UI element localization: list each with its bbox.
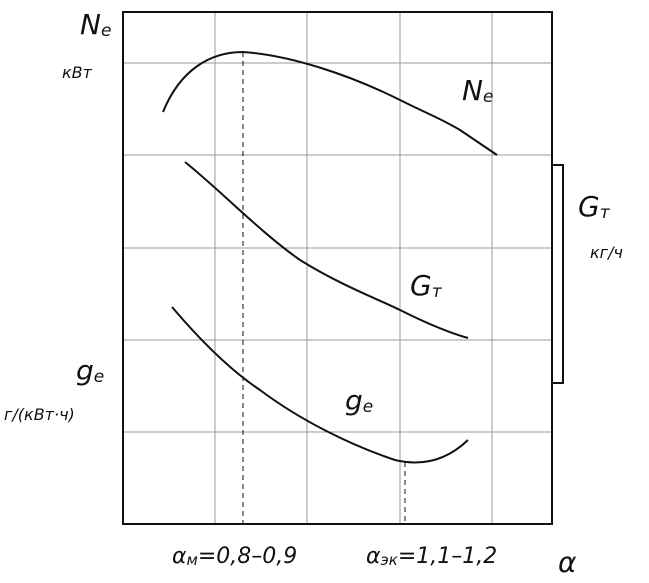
axis-label: Gт bbox=[578, 190, 611, 223]
axis-label: gе bbox=[76, 354, 104, 387]
subscript: т bbox=[432, 282, 443, 302]
axis-unit: кВт bbox=[62, 63, 93, 82]
fuel-flow-curve bbox=[184, 161, 469, 339]
curve-label: gе bbox=[345, 384, 373, 417]
marker-label: αэк=1,1–1,2 bbox=[366, 544, 497, 569]
right-axis-bracket bbox=[552, 164, 564, 384]
symbol: N bbox=[462, 74, 483, 107]
subscript: е bbox=[94, 367, 104, 387]
symbol: G bbox=[410, 269, 432, 302]
range: =0,8–0,9 bbox=[198, 544, 297, 569]
x-axis-label: α bbox=[558, 546, 577, 579]
axis-unit: г/(кВт·ч) bbox=[4, 405, 75, 424]
power-curve bbox=[162, 50, 498, 156]
subscript: эк bbox=[381, 551, 398, 569]
frame bbox=[122, 11, 553, 525]
range: =1,1–1,2 bbox=[398, 544, 497, 569]
specific-consumption-curve bbox=[171, 306, 469, 464]
curve-label: Gт bbox=[410, 269, 443, 302]
symbol: α bbox=[366, 544, 381, 569]
subscript: e bbox=[101, 21, 111, 41]
axis-label: Ne bbox=[80, 8, 111, 41]
subscript: e bbox=[483, 87, 493, 107]
grid bbox=[123, 12, 552, 524]
subscript: м bbox=[187, 551, 198, 569]
subscript: т bbox=[600, 203, 611, 223]
curve-label: Ne bbox=[462, 74, 493, 107]
symbol: g bbox=[76, 354, 94, 387]
axis-unit: кг/ч bbox=[590, 243, 623, 262]
symbol: g bbox=[345, 384, 363, 417]
symbol: α bbox=[172, 544, 187, 569]
subscript: е bbox=[363, 397, 373, 417]
symbol: G bbox=[578, 190, 600, 223]
marker-label: αм=0,8–0,9 bbox=[172, 544, 297, 569]
symbol: N bbox=[80, 8, 101, 41]
